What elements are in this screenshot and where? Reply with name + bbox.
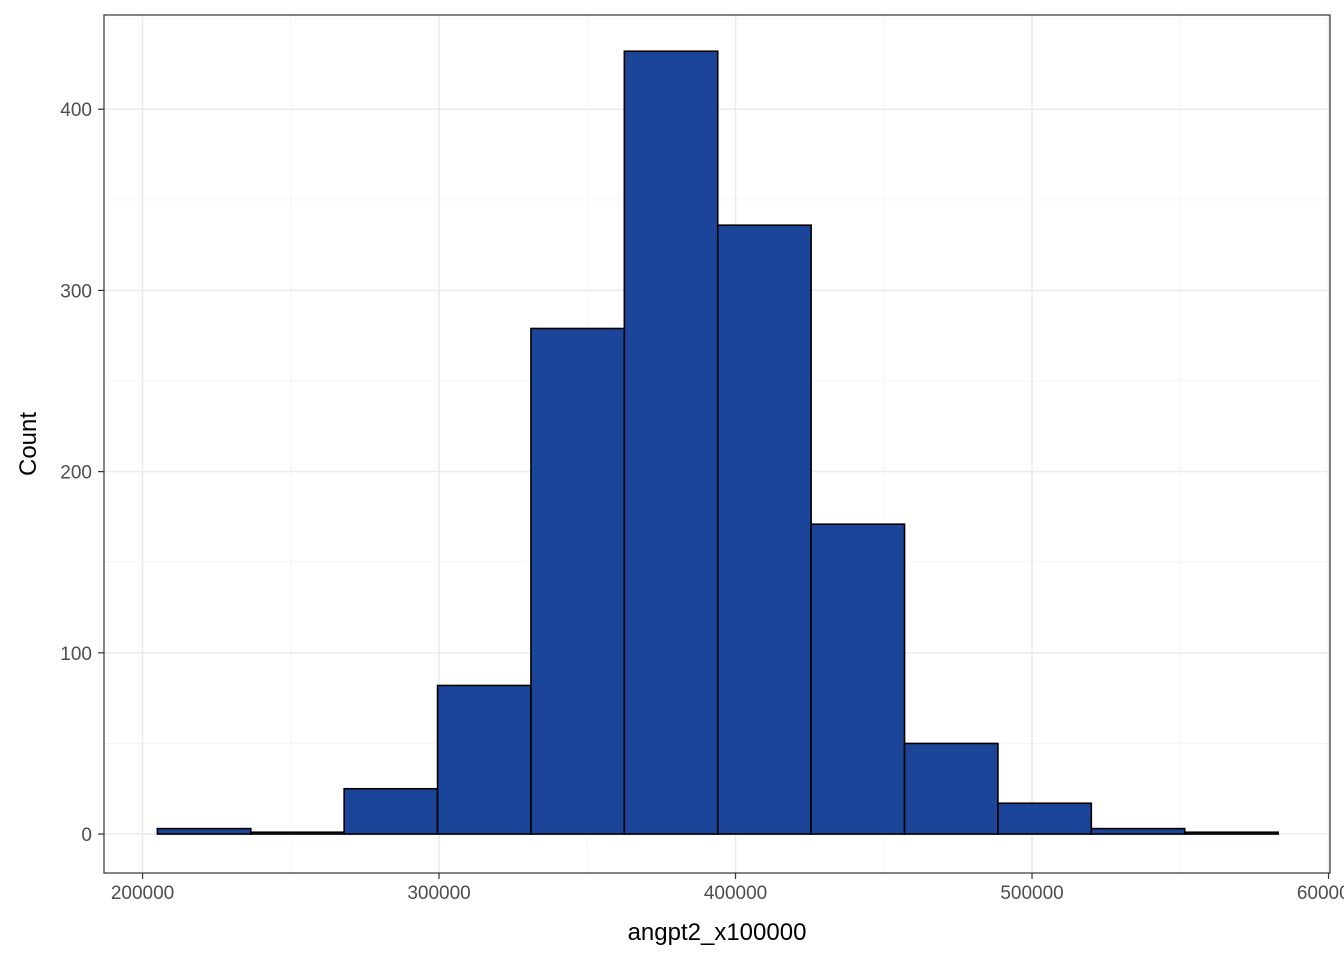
x-tick-label: 600000	[1297, 883, 1344, 904]
y-tick-label: 400	[60, 100, 92, 121]
x-axis-title: angpt2_x100000	[628, 919, 807, 946]
histogram-bar	[436, 684, 532, 835]
histogram-bar	[716, 224, 812, 835]
y-axis-title: Count	[15, 412, 42, 476]
x-tick-label: 200000	[111, 883, 174, 904]
x-tick-label: 500000	[1000, 883, 1063, 904]
histogram-bar	[1183, 831, 1279, 835]
y-tick-label: 200	[60, 463, 92, 484]
histogram-bar	[1090, 827, 1186, 835]
histogram-bar	[997, 802, 1093, 835]
y-tick-label: 0	[81, 825, 92, 846]
x-tick-label: 400000	[704, 883, 767, 904]
histogram-bar	[156, 827, 252, 835]
histogram-bar	[249, 831, 345, 835]
y-tick-label: 100	[60, 644, 92, 665]
y-tick-label: 300	[60, 281, 92, 302]
panel-border	[103, 14, 1331, 874]
axis-tick-labels: 200000 300000 400000 500000 600000 0 100 200 300…	[60, 100, 1344, 904]
histogram-bars	[156, 50, 1279, 835]
histogram-bar	[343, 787, 439, 835]
histogram-bar	[810, 523, 906, 835]
histogram-bar	[903, 742, 999, 835]
axis-ticks	[98, 108, 1330, 879]
x-tick-label: 300000	[407, 883, 470, 904]
histogram-bar	[530, 327, 626, 835]
histogram-bar	[623, 50, 719, 835]
